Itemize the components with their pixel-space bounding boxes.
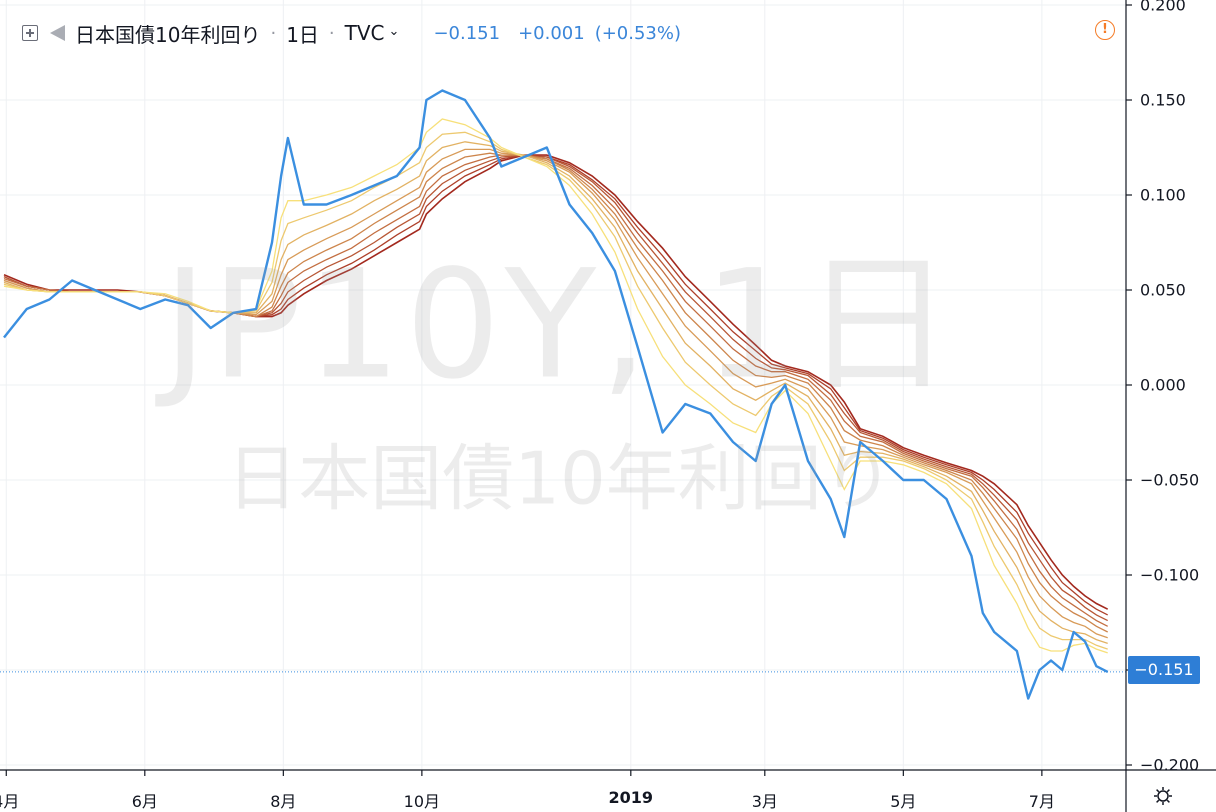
x-tick-label: 3月 xyxy=(751,792,778,811)
alert-icon[interactable]: ! xyxy=(1095,20,1115,40)
x-tick-label: 6月 xyxy=(131,792,158,811)
gear-icon[interactable] xyxy=(1153,786,1173,806)
x-tick-label: 2019 xyxy=(608,788,654,807)
y-tick-label: −0.100 xyxy=(1140,565,1200,585)
price-series xyxy=(0,89,1128,700)
last-price-badge: −0.151 xyxy=(1128,656,1200,684)
change-percent: (+0.53%) xyxy=(594,22,681,44)
add-icon[interactable] xyxy=(22,25,38,41)
watermark-name: 日本国債10年利回り xyxy=(226,436,894,521)
watermark-symbol: JP10Y, 1日 xyxy=(163,238,957,413)
grid-lines xyxy=(0,0,1126,770)
change-value: +0.001 xyxy=(518,22,585,44)
x-tick-label: 10月 xyxy=(403,792,441,811)
price-line xyxy=(3,89,1109,700)
last-value: −0.151 xyxy=(433,22,501,44)
source-label[interactable]: TVC xyxy=(344,21,385,45)
y-tick-label: 0.000 xyxy=(1140,375,1186,395)
y-tick-label: 0.150 xyxy=(1140,90,1186,110)
x-tick-label: 7月 xyxy=(1028,792,1055,811)
flag-icon[interactable] xyxy=(50,25,65,41)
ma-line-1 xyxy=(3,118,1108,654)
x-tick-label: 4月 xyxy=(0,792,20,811)
x-tick-label: 5月 xyxy=(890,792,917,811)
interval-label[interactable]: 1日 xyxy=(286,22,319,47)
chevron-down-icon[interactable]: ⌄ xyxy=(388,23,400,39)
legend-header: 日本国債10年利回り · 1日 · TVC ⌄ −0.151 +0.001 (+… xyxy=(22,18,681,48)
y-tick-label: 0.100 xyxy=(1140,185,1186,205)
y-tick-label: −0.050 xyxy=(1140,470,1200,490)
separator-dot: · xyxy=(328,22,335,44)
separator-dot: · xyxy=(270,22,277,44)
y-tick-label: 0.200 xyxy=(1140,0,1186,15)
symbol-title[interactable]: 日本国債10年利回り xyxy=(75,22,261,47)
x-tick-label: 8月 xyxy=(270,792,297,811)
y-tick-label: −0.200 xyxy=(1140,755,1200,775)
y-tick-label: 0.050 xyxy=(1140,280,1186,300)
ma-ribbon xyxy=(3,118,1109,654)
